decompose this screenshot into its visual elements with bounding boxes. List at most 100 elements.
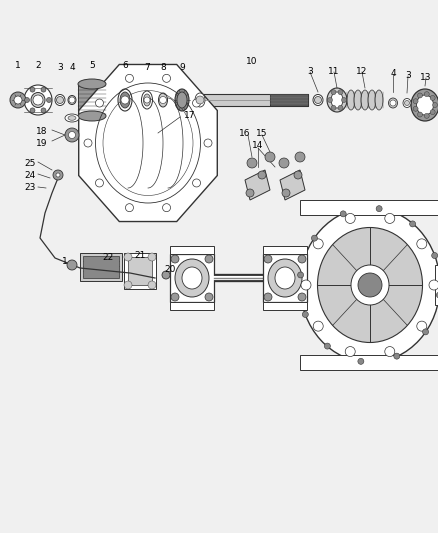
Circle shape — [148, 253, 156, 261]
Circle shape — [205, 255, 213, 263]
Circle shape — [46, 98, 52, 102]
Text: 23: 23 — [25, 183, 35, 192]
Circle shape — [436, 292, 438, 298]
Bar — [128, 257, 152, 285]
Circle shape — [56, 173, 60, 177]
Circle shape — [325, 343, 330, 349]
Text: 8: 8 — [160, 63, 166, 72]
Circle shape — [193, 99, 201, 107]
Circle shape — [125, 204, 134, 212]
Circle shape — [424, 114, 429, 118]
Circle shape — [84, 139, 92, 147]
Circle shape — [432, 253, 438, 259]
Bar — [170, 302, 214, 310]
Circle shape — [385, 346, 395, 357]
Circle shape — [41, 108, 46, 113]
Circle shape — [413, 99, 418, 104]
Text: 14: 14 — [252, 141, 264, 149]
Text: 3: 3 — [405, 71, 411, 80]
Circle shape — [25, 98, 29, 102]
Bar — [263, 302, 307, 310]
Circle shape — [279, 158, 289, 168]
Ellipse shape — [411, 89, 438, 121]
Circle shape — [144, 97, 150, 103]
Circle shape — [413, 106, 418, 111]
Circle shape — [57, 96, 64, 103]
Circle shape — [258, 171, 266, 179]
Text: 3: 3 — [307, 68, 313, 77]
Circle shape — [298, 255, 306, 263]
Ellipse shape — [331, 92, 343, 108]
Ellipse shape — [175, 89, 189, 111]
Circle shape — [204, 139, 212, 147]
Ellipse shape — [403, 99, 411, 108]
Text: 10: 10 — [246, 58, 258, 67]
Ellipse shape — [68, 95, 76, 104]
Circle shape — [313, 239, 323, 249]
Circle shape — [121, 96, 129, 104]
Circle shape — [313, 321, 323, 331]
Circle shape — [264, 293, 272, 301]
Bar — [83, 256, 119, 278]
Text: 24: 24 — [25, 171, 35, 180]
Text: 20: 20 — [164, 264, 176, 273]
Ellipse shape — [375, 90, 383, 110]
Text: 22: 22 — [102, 254, 113, 262]
Text: 4: 4 — [390, 69, 396, 78]
Circle shape — [417, 239, 427, 249]
Circle shape — [423, 329, 428, 335]
Ellipse shape — [78, 79, 106, 89]
Text: 2: 2 — [35, 61, 41, 70]
Circle shape — [125, 74, 134, 82]
Circle shape — [95, 179, 103, 187]
Circle shape — [331, 90, 336, 95]
Circle shape — [246, 189, 254, 197]
Ellipse shape — [182, 267, 202, 289]
Text: 9: 9 — [179, 63, 185, 72]
Bar — [170, 246, 214, 254]
Circle shape — [298, 293, 306, 301]
Circle shape — [376, 206, 382, 212]
Circle shape — [193, 179, 201, 187]
Circle shape — [294, 171, 302, 179]
Circle shape — [162, 204, 170, 212]
Ellipse shape — [351, 265, 389, 305]
Circle shape — [10, 92, 26, 108]
Bar — [124, 253, 156, 289]
Ellipse shape — [177, 92, 187, 108]
Circle shape — [69, 97, 75, 103]
Text: 15: 15 — [256, 128, 268, 138]
Ellipse shape — [31, 93, 45, 108]
Ellipse shape — [24, 85, 52, 115]
Circle shape — [328, 98, 332, 102]
Text: 11: 11 — [328, 68, 340, 77]
Circle shape — [205, 293, 213, 301]
Text: 1: 1 — [15, 61, 21, 70]
Ellipse shape — [118, 89, 132, 111]
Circle shape — [430, 110, 435, 115]
Ellipse shape — [300, 207, 438, 362]
Ellipse shape — [68, 116, 76, 120]
Circle shape — [67, 260, 77, 270]
Circle shape — [297, 272, 304, 278]
Ellipse shape — [78, 111, 106, 121]
Circle shape — [358, 273, 382, 297]
Text: 17: 17 — [184, 110, 196, 119]
Text: 16: 16 — [239, 128, 251, 138]
Circle shape — [41, 87, 46, 92]
Text: 12: 12 — [356, 68, 367, 77]
Bar — [435, 265, 438, 305]
Circle shape — [429, 280, 438, 290]
Circle shape — [33, 95, 43, 105]
Ellipse shape — [141, 91, 152, 109]
Circle shape — [247, 158, 257, 168]
Text: 3: 3 — [57, 62, 63, 71]
Circle shape — [432, 102, 438, 108]
Text: 25: 25 — [25, 158, 35, 167]
Ellipse shape — [120, 92, 130, 108]
Circle shape — [159, 96, 166, 103]
Circle shape — [171, 255, 179, 263]
Circle shape — [358, 358, 364, 365]
Circle shape — [340, 211, 346, 217]
Ellipse shape — [313, 94, 323, 106]
